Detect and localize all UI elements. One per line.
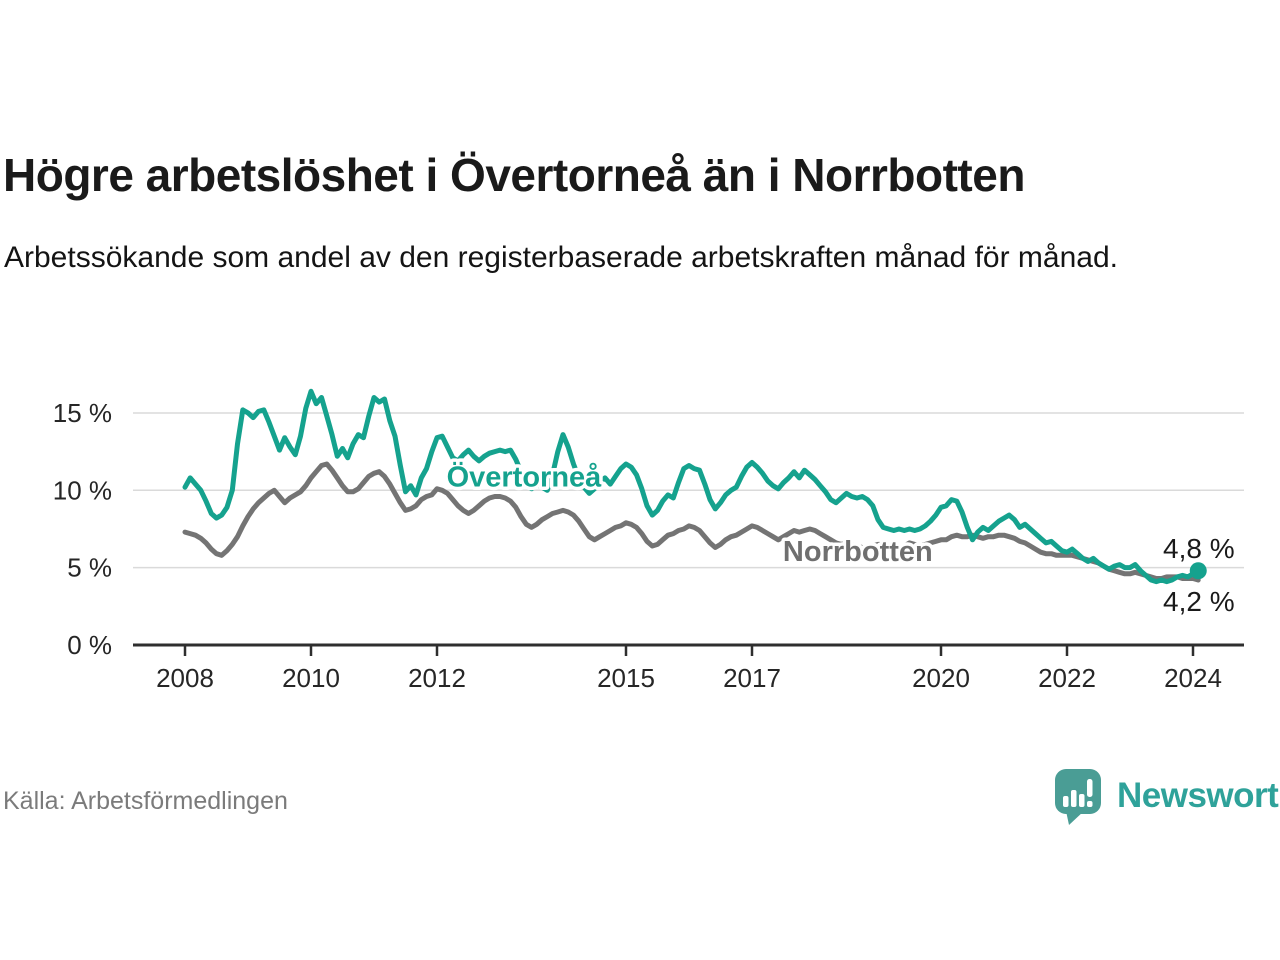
x-axis-tick-label: 2024 [1164,663,1222,693]
series-label-norrbotten: Norrbotten [783,536,933,568]
x-axis-tick-label: 2017 [723,663,781,693]
page-title: Högre arbetslöshet i Övertorneå än i Nor… [3,149,1025,201]
chart-subtitle: Arbetssökande som andel av den registerb… [4,241,1118,274]
last-point-dot-overtornea [1189,562,1207,580]
end-value-label-norrbotten: 4,2 % [1163,586,1235,617]
x-axis-tick-label: 2012 [408,663,466,693]
y-axis-tick-label: 15 % [53,398,112,428]
y-axis-tick-label: 5 % [67,553,112,583]
x-axis-tick-label: 2020 [912,663,970,693]
end-value-label-overtornea: 4,8 % [1163,533,1235,564]
line-overtornea [182,388,1201,585]
series-label-overtornea: Övertorneå [447,460,603,493]
x-axis-tick-label: 2010 [282,663,340,693]
line-norrbotten [182,461,1201,583]
newsworthy-bubble-icon [1055,769,1101,825]
y-axis-tick-label: 10 % [53,475,112,505]
newsworthy-logo: Newsworthy [1052,766,1280,826]
brand-wordmark: Newsworthy [1117,776,1280,815]
x-axis-tick-label: 2015 [597,663,655,693]
x-axis-tick-label: 2008 [156,663,214,693]
x-axis-tick-label: 2022 [1038,663,1096,693]
source-note: Källa: Arbetsförmedlingen [3,787,288,815]
y-axis-tick-label: 0 % [67,630,112,660]
